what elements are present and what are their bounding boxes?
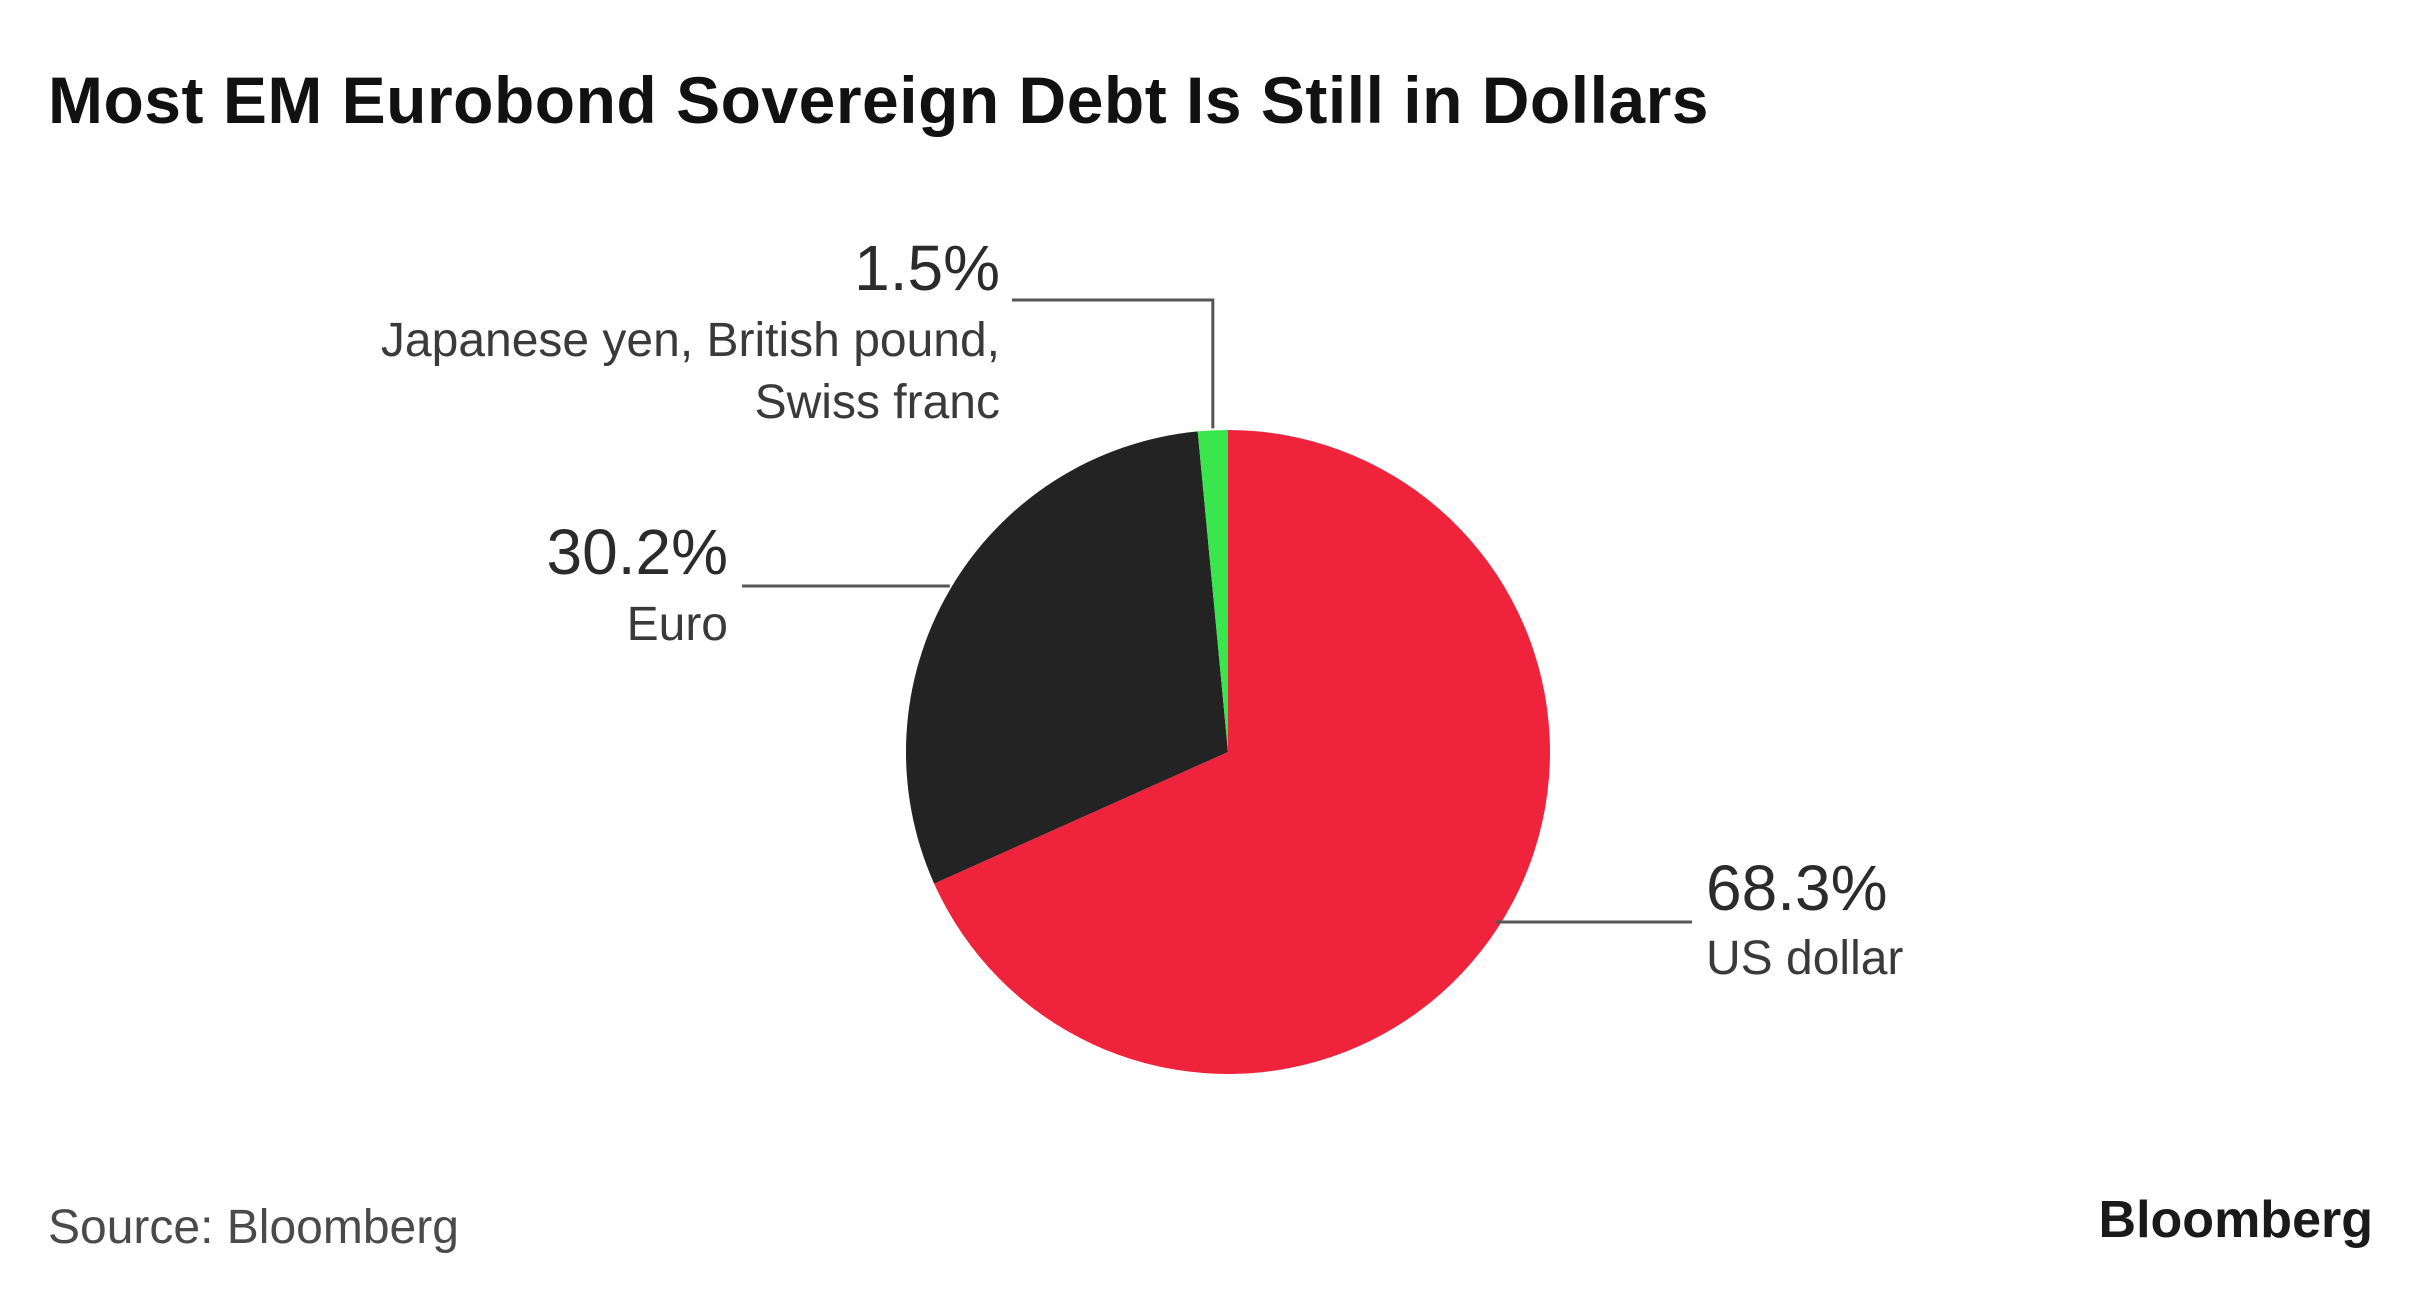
pie-slice-usd [934, 430, 1550, 1075]
slice-category-label-other-line1: Japanese yen, British pound, [381, 314, 1000, 367]
slice-value-label-other: 1.5% [854, 232, 1000, 304]
bloomberg-logo: Bloomberg [2098, 1191, 2373, 1249]
pie-slices [905, 430, 1550, 1075]
leader-line-other [1012, 298, 1215, 429]
pie-slice-euro [905, 431, 1228, 884]
slice-category-label-euro: Euro [627, 598, 728, 651]
slice-value-label-usd: 68.3% [1706, 852, 1887, 924]
pie-slice-other [1197, 430, 1228, 752]
leader-lines [742, 298, 1692, 924]
slice-category-label-usd: US dollar [1706, 932, 1903, 985]
chart-title: Most EM Eurobond Sovereign Debt Is Still… [48, 63, 1709, 137]
slice-value-label-euro: 30.2% [547, 516, 728, 588]
source-note: Source: Bloomberg [48, 1201, 459, 1254]
slice-category-label-other-line2: Swiss franc [755, 376, 1000, 429]
